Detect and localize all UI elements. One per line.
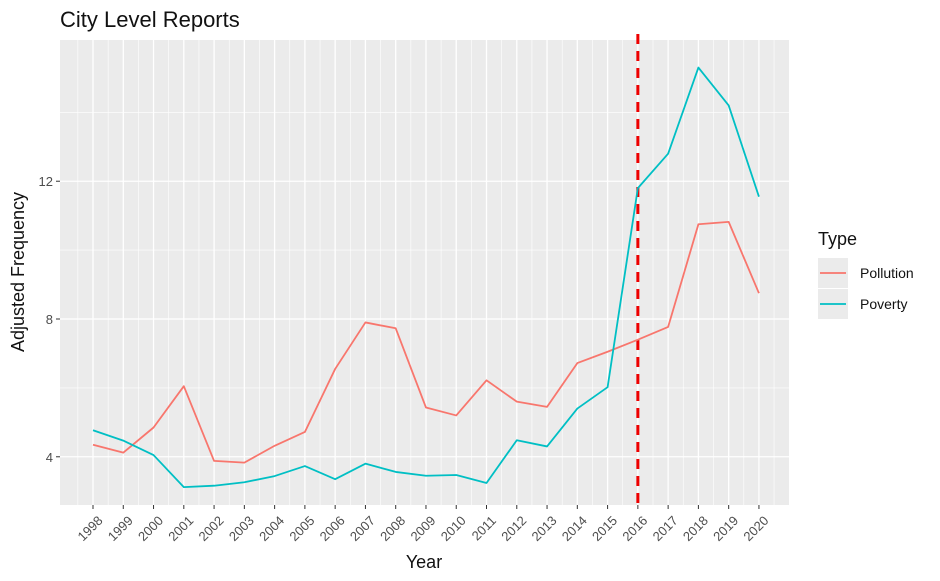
y-tick-label: 4: [46, 450, 53, 465]
y-tick-label: 12: [39, 174, 53, 189]
x-tick-label: 2018: [680, 513, 711, 544]
y-axis-title: Adjusted Frequency: [8, 192, 28, 352]
x-tick-label: 1998: [74, 513, 105, 544]
x-tick-label: 2019: [710, 513, 741, 544]
x-tick-label: 2002: [196, 513, 227, 544]
x-axis-title: Year: [406, 552, 442, 572]
x-tick-label: 2017: [650, 513, 681, 544]
x-tick-label: 2005: [286, 513, 317, 544]
x-tick-label: 2020: [740, 513, 771, 544]
series-line-poverty: [92, 66, 760, 488]
x-tick-label: 2015: [589, 513, 620, 544]
x-tick-label: 1999: [105, 513, 136, 544]
x-tick-label: 2006: [317, 513, 348, 544]
x-tick-label: 2012: [498, 513, 529, 544]
x-tick-label: 2009: [407, 513, 438, 544]
legend-label-pollution: Pollution: [860, 265, 914, 281]
plot-panel: [60, 40, 789, 505]
legend-label-poverty: Poverty: [860, 296, 907, 312]
x-tick-label: 2016: [619, 513, 650, 544]
x-tick-label: 2007: [347, 513, 378, 544]
series-line-pollution: [92, 220, 760, 464]
x-tick-label: 2000: [135, 513, 166, 544]
x-tick-label: 2003: [226, 513, 257, 544]
legend-title: Type: [818, 229, 857, 249]
x-tick-label: 2014: [559, 513, 590, 544]
x-tick-label: 2008: [377, 513, 408, 544]
x-tick-label: 2013: [529, 513, 560, 544]
y-tick-label: 8: [46, 312, 53, 327]
legend: Type Pollution Poverty: [818, 229, 914, 319]
x-tick-label: 2010: [438, 513, 469, 544]
grid-layer: [60, 40, 789, 505]
series-layer: [92, 66, 760, 488]
x-tick-label: 2011: [469, 513, 499, 543]
x-tick-label: 2001: [165, 513, 196, 544]
x-tick-label: 2004: [256, 513, 287, 544]
chart-title: City Level Reports: [60, 7, 240, 32]
